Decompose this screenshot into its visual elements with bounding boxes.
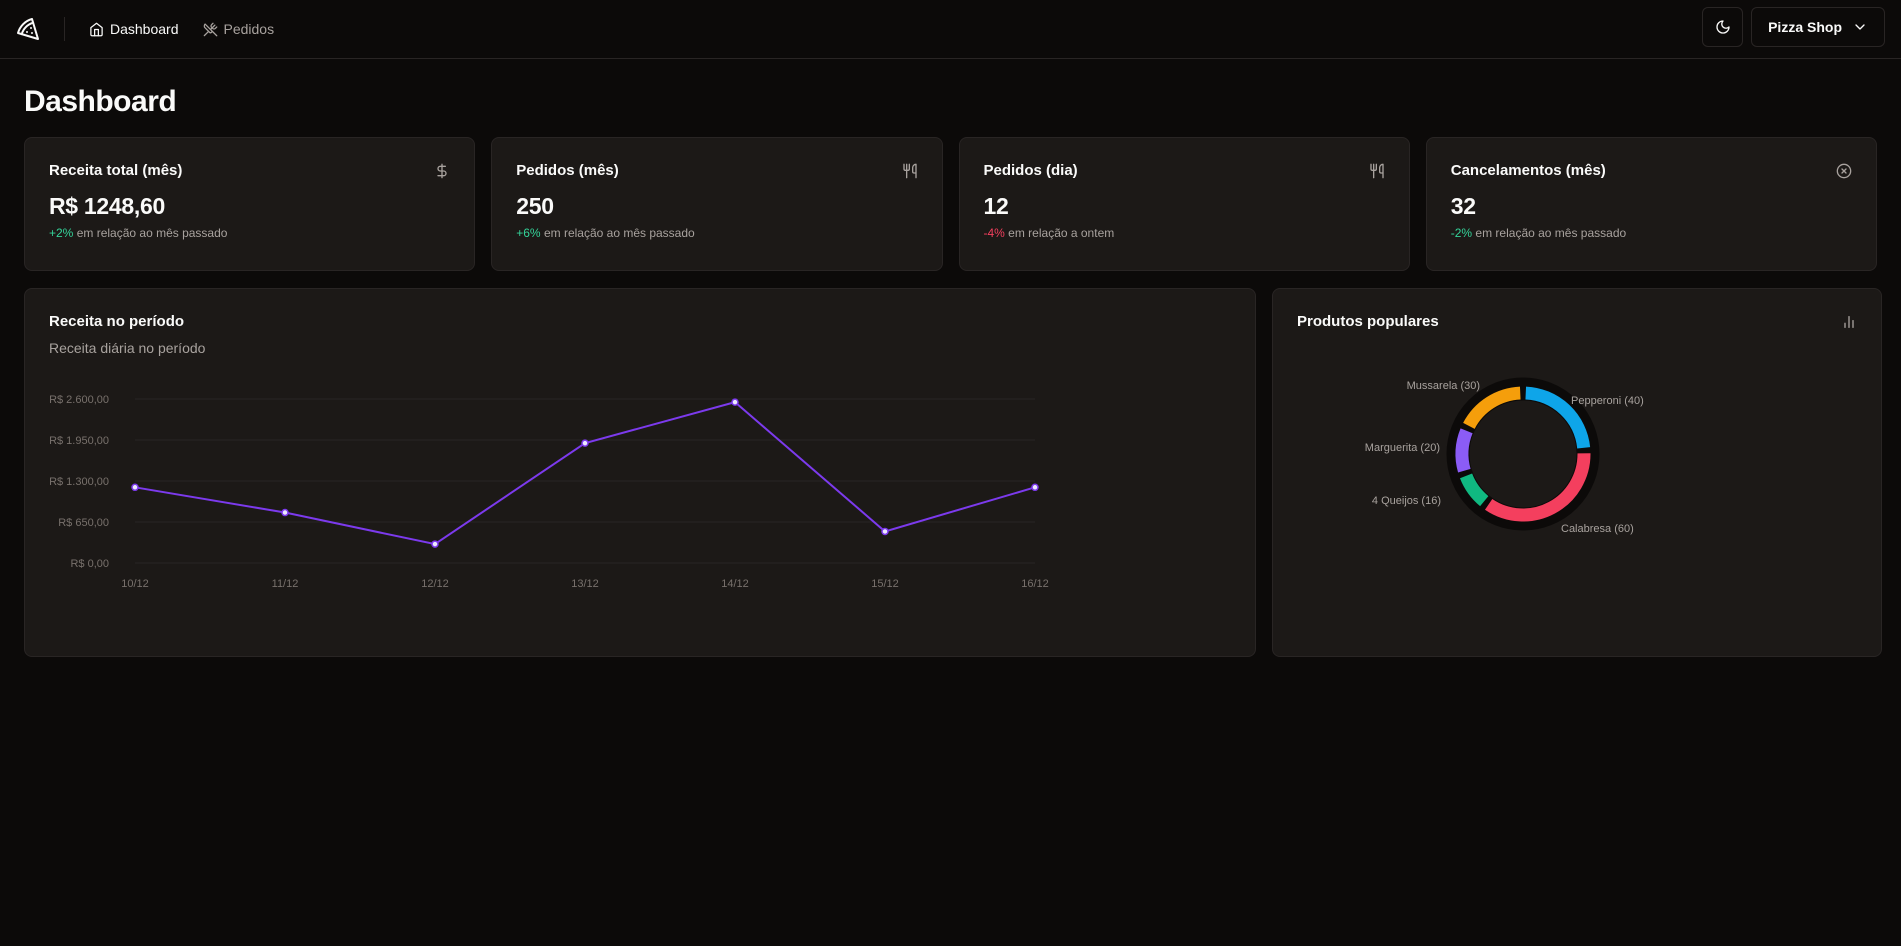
stat-title: Receita total (mês) [49,162,183,179]
stat-delta-text: +2% em relação ao mês passado [49,226,450,240]
pie-slice-marguerita[interactable] [1455,428,1473,473]
pie-label: Pepperoni (40) [1571,395,1644,407]
popular-products-pie-chart[interactable]: Pepperoni (40) Calabresa (60) 4 Queijos (1… [1273,289,1883,658]
revenue-data-point[interactable] [281,508,289,517]
pizza-logo-icon[interactable] [16,17,40,41]
pie-label: Marguerita (20) [1365,442,1440,454]
stat-card-orders-day: Pedidos (dia) 12 -4% em relação a ontem [958,137,1410,271]
home-icon [90,22,103,36]
main-content: Dashboard Receita total (mês) R$ 1248,60… [0,59,1901,681]
stat-title: Pedidos (dia) [983,162,1078,179]
dollar-icon [437,163,447,178]
utensils-icon [1370,163,1384,178]
stat-delta-desc: em relação ao mês passado [540,226,695,240]
stat-delta-text: +6% em relação ao mês passado [516,226,917,240]
x-tick-label: 15/12 [871,578,899,590]
stat-delta-desc: em relação ao mês passado [1472,226,1627,240]
y-tick-label: R$ 0,00 [70,558,109,570]
header-divider [64,17,65,41]
x-tick-label: 16/12 [1021,578,1049,590]
revenue-data-point[interactable] [1031,483,1039,492]
stat-card-revenue: Receita total (mês) R$ 1248,60 +2% em re… [24,137,476,271]
revenue-line-chart[interactable]: R$ 0,00 R$ 650,00 R$ 1.300,00 R$ 1.950,00 R$… [25,289,1257,658]
stat-value: R$ 1248,60 [49,193,165,219]
revenue-data-point[interactable] [581,439,589,447]
circle-x-icon [1836,163,1852,178]
y-tick-label: R$ 2.600,00 [49,394,109,406]
revenue-chart-card: Receita no período Receita diária no per… [24,288,1256,657]
stat-delta: -2% [1450,226,1473,240]
y-tick-label: R$ 650,00 [58,517,109,529]
stat-title: Cancelamentos (mês) [1450,162,1606,179]
revenue-chart-title: Receita no período [49,313,185,330]
nav-dashboard-link[interactable]: Dashboard [89,21,179,37]
x-tick-label: 12/12 [421,578,449,590]
revenue-data-point[interactable] [131,483,139,492]
stat-card-orders-month: Pedidos (mês) 250 +6% em relação ao mês … [491,137,943,271]
header-actions: Pizza Shop [1702,7,1885,47]
charts-row: Receita no período Receita diária no per… [24,288,1882,657]
pie-label: Mussarela (30) [1407,380,1480,392]
x-tick-label: 14/12 [721,578,749,590]
pie-slice-mussarela[interactable] [1463,386,1521,430]
utensils-icon [902,163,917,178]
nav-pedidos-label: Pedidos [223,21,275,37]
popular-products-card: Produtos populares Pepperoni (40) Calabre… [1272,288,1882,657]
y-tick-label: R$ 1.950,00 [49,435,109,447]
revenue-data-point[interactable] [731,398,739,406]
stat-delta: +6% [516,226,541,240]
chevron-down-icon [1855,24,1865,30]
stat-delta: -4% [983,226,1005,240]
utensils-crossed-icon [203,22,217,36]
stat-delta-text: -4% em relação a ontem [984,226,1385,240]
nav-dashboard-label: Dashboard [110,21,179,37]
revenue-chart-subtitle: Receita diária no período [49,340,206,356]
pie-label: Calabresa (60) [1561,523,1634,535]
main-nav: Dashboard Pedidos [89,21,274,37]
pie-slice-pepperoni[interactable] [1525,386,1591,449]
pie-slice-4-queijos[interactable] [1459,473,1489,507]
moon-icon [1715,20,1730,34]
stat-delta-text: -2% em relação ao mês passado [1451,226,1852,240]
shop-menu-button[interactable]: Pizza Shop [1751,7,1885,47]
stat-value: 32 [1450,193,1476,219]
y-tick-label: R$ 1.300,00 [49,476,109,488]
stat-delta: +2% [49,226,74,240]
stat-value: 12 [983,193,1009,219]
stat-delta-desc: em relação ao mês passado [73,226,228,240]
nav-pedidos-link[interactable]: Pedidos [203,21,275,37]
pie-slice-calabresa[interactable] [1484,453,1591,522]
x-tick-label: 13/12 [571,578,599,590]
revenue-series-line [134,401,1036,546]
stat-title: Pedidos (mês) [516,162,619,179]
revenue-data-point[interactable] [881,527,889,536]
theme-toggle-button[interactable] [1702,7,1744,47]
bar-chart-icon [1844,315,1854,328]
stat-card-cancellations: Cancelamentos (mês) 32 -2% em relação ao… [1425,137,1877,271]
x-tick-label: 10/12 [121,578,149,590]
x-tick-label: 11/12 [272,578,299,590]
top-bar: Dashboard Pedidos Pizza Shop [0,0,1901,59]
revenue-data-point[interactable] [431,540,439,548]
stats-grid: Receita total (mês) R$ 1248,60 +2% em re… [24,137,1877,271]
stat-delta-desc: em relação a ontem [1004,226,1115,240]
popular-products-title: Produtos populares [1297,313,1439,330]
shop-name: Pizza Shop [1768,19,1842,35]
pie-label: 4 Queijos (16) [1372,495,1441,507]
page-title: Dashboard [24,85,177,118]
stat-value: 250 [516,193,554,219]
